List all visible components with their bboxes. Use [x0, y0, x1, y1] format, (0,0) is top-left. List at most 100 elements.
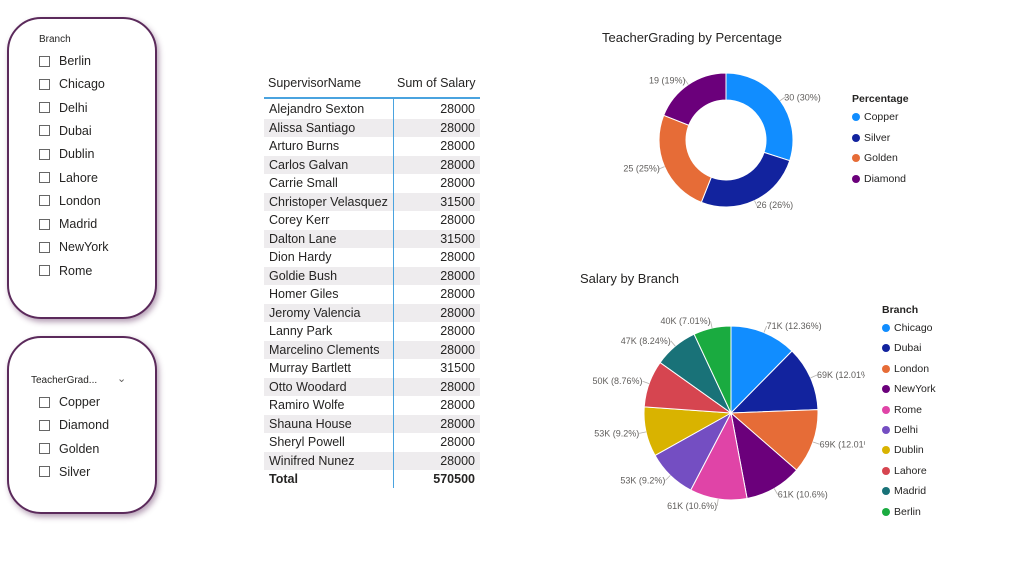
data-label: 53K (9.2%)	[620, 475, 665, 485]
cell-supervisor-name: Otto Woodard	[269, 379, 347, 394]
legend-marker	[882, 446, 890, 455]
leader-line	[657, 166, 665, 170]
legend-item-dublin[interactable]: Dublin	[882, 443, 924, 457]
legend-marker	[882, 426, 890, 434]
legend-marker	[852, 133, 860, 142]
cell-salary: 28000	[440, 250, 475, 264]
cell-supervisor-name: Sheryl Powell	[269, 435, 345, 449]
cell-salary: 31500	[440, 231, 475, 246]
branch-option-london[interactable]: London	[39, 191, 101, 211]
legend-item-london[interactable]: London	[882, 362, 929, 376]
slice-chicago[interactable]	[730, 325, 793, 415]
legend-item-dubai[interactable]: Dubai	[882, 341, 921, 355]
legend-item-copper[interactable]: Copper	[852, 110, 898, 124]
leader-line	[684, 78, 689, 85]
grade-option-label: Silver	[59, 464, 91, 479]
table-row: Dalton Lane 31500	[264, 229, 480, 248]
checkbox[interactable]	[39, 265, 50, 277]
checkbox[interactable]	[39, 55, 50, 67]
legend-item-madrid[interactable]: Madrid	[882, 484, 926, 498]
legend-label: London	[894, 362, 930, 375]
grade-option-silver[interactable]: Silver	[39, 462, 90, 482]
legend-item-chicago[interactable]: Chicago	[882, 321, 933, 335]
table-row: Ramiro Wolfe 28000	[264, 396, 480, 415]
cell-supervisor-name: Homer Giles	[269, 287, 339, 301]
branch-option-berlin[interactable]: Berlin	[39, 51, 91, 71]
slice-copper[interactable]	[725, 72, 794, 162]
column-header-supervisorname[interactable]: SupervisorName	[268, 76, 362, 90]
branch-option-delhi[interactable]: Delhi	[39, 98, 88, 118]
slice-london[interactable]	[729, 409, 819, 471]
checkbox[interactable]	[39, 125, 50, 137]
legend-label: Dublin	[894, 444, 924, 457]
column-header-sum-of-salary[interactable]: Sum of Salary	[397, 76, 476, 90]
branch-option-madrid[interactable]: Madrid	[39, 214, 97, 234]
cell-supervisor-name: Alissa Santiago	[269, 120, 356, 135]
data-label: 47K (8.24%)	[621, 336, 671, 346]
slice-silver[interactable]	[700, 151, 791, 208]
slice-golden[interactable]	[658, 114, 712, 203]
checkbox[interactable]	[39, 172, 50, 183]
pie-legend-title: Branch	[882, 304, 919, 316]
table-row: Sheryl Powell 28000	[264, 433, 480, 452]
cell-salary: 28000	[440, 379, 475, 394]
legend-marker	[882, 385, 890, 394]
cell-supervisor-name: Dion Hardy	[269, 250, 332, 264]
cell-supervisor-name: Arturo Burns	[269, 139, 340, 153]
checkbox[interactable]	[39, 102, 50, 114]
legend-item-rome[interactable]: Rome	[882, 403, 922, 417]
cell-salary: 28000	[440, 268, 475, 283]
checkbox[interactable]	[39, 195, 50, 207]
legend-item-berlin[interactable]: Berlin	[882, 505, 921, 519]
data-label: 40K (7.01%)	[661, 316, 711, 326]
table-row: Shauna House 28000	[264, 414, 480, 433]
branch-option-rome[interactable]: Rome	[39, 261, 92, 281]
leader-line	[763, 325, 767, 333]
grade-option-copper[interactable]: Copper	[39, 392, 100, 412]
branch-option-label: Dubai	[59, 123, 92, 138]
branch-option-dublin[interactable]: Dublin	[39, 144, 94, 164]
branch-option-dubai[interactable]: Dubai	[39, 121, 92, 141]
branch-option-chicago[interactable]: Chicago	[39, 74, 105, 94]
teachergrading-slicer: TeacherGrad... ⌄ Copper Diamond Golden Silv…	[7, 336, 157, 514]
branch-option-lahore[interactable]: Lahore	[39, 168, 98, 188]
leader-line	[710, 321, 713, 329]
checkbox[interactable]	[39, 148, 50, 160]
legend-marker	[852, 174, 860, 183]
legend-item-delhi[interactable]: Delhi	[882, 423, 918, 437]
data-label: 69K (12.01%)	[817, 370, 865, 380]
legend-item-silver[interactable]: Silver	[852, 131, 890, 145]
grade-option-diamond[interactable]: Diamond	[39, 415, 109, 435]
legend-item-lahore[interactable]: Lahore	[882, 464, 927, 478]
legend-item-newyork[interactable]: NewYork	[882, 382, 936, 396]
table-row: Dion Hardy 28000	[264, 248, 480, 267]
slice-berlin[interactable]	[693, 325, 732, 414]
cell-supervisor-name: Goldie Bush	[269, 268, 338, 283]
checkbox[interactable]	[39, 443, 50, 455]
grade-option-golden[interactable]: Golden	[39, 439, 99, 459]
checkbox[interactable]	[39, 78, 50, 90]
table-row: Lanny Park 28000	[264, 322, 480, 341]
checkbox[interactable]	[39, 419, 50, 431]
cell-supervisor-name: Lanny Park	[269, 324, 333, 338]
cell-supervisor-name: Dalton Lane	[269, 231, 337, 246]
slice-dubai[interactable]	[729, 350, 819, 414]
legend-item-golden[interactable]: Golden	[852, 151, 898, 165]
legend-label: Diamond	[864, 172, 907, 185]
legend-marker	[882, 507, 890, 516]
checkbox[interactable]	[39, 396, 50, 408]
legend-label: Lahore	[894, 464, 927, 477]
cell-salary: 31500	[440, 361, 475, 375]
checkbox[interactable]	[39, 218, 50, 230]
leader-line	[773, 488, 779, 495]
checkbox[interactable]	[39, 466, 50, 478]
data-label: 25 (25%)	[623, 164, 660, 174]
checkbox[interactable]	[39, 241, 50, 253]
slice-diamond[interactable]	[663, 72, 727, 126]
leader-line	[812, 441, 820, 445]
legend-item-diamond[interactable]: Diamond	[852, 172, 906, 186]
branch-option-newyork[interactable]: NewYork	[39, 237, 109, 257]
pie-chart: 71K (12.36%) 69K (12.01%) 69K (12.01%) 61K …	[593, 316, 865, 511]
chevron-down-icon[interactable]: ⌄	[117, 373, 127, 385]
table-row: Goldie Bush 28000	[264, 266, 480, 285]
